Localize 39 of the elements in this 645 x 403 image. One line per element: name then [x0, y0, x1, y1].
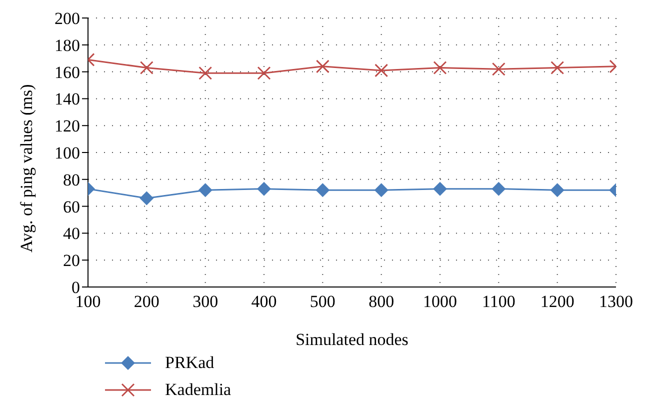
point — [374, 64, 388, 78]
x-tick-label: 1200 — [540, 292, 574, 312]
x-tick-label: 1000 — [423, 292, 457, 312]
y-tick-label: 20 — [63, 251, 80, 270]
x-tick-label: 300 — [192, 292, 218, 312]
point — [550, 61, 564, 75]
point — [492, 182, 506, 196]
point — [492, 62, 506, 76]
point — [316, 60, 330, 74]
x-axis-title: Simulated nodes — [296, 330, 408, 349]
legend-label: PRKad — [165, 352, 214, 372]
x-tick-label: 500 — [310, 292, 336, 312]
point — [374, 183, 388, 198]
y-tick-label: 100 — [54, 144, 80, 163]
point — [316, 183, 330, 198]
y-tick-label: 120 — [54, 116, 80, 136]
x-tick-label: 1100 — [482, 292, 516, 312]
y-axis-title: Avg. of ping values (ms) — [17, 84, 36, 252]
y-tick-label: 80 — [63, 170, 80, 190]
y-tick-label: 40 — [63, 224, 80, 244]
x-tick-label: 1300 — [599, 292, 633, 312]
y-tick-label: 140 — [54, 90, 80, 109]
y-tick-label: 180 — [54, 36, 80, 55]
point — [433, 182, 447, 196]
x-tick-label: 400 — [251, 292, 277, 312]
point — [257, 182, 271, 196]
point — [140, 61, 154, 75]
point — [198, 183, 212, 198]
point — [550, 183, 564, 198]
point — [433, 61, 447, 75]
y-tick-label: 200 — [54, 9, 80, 28]
x-tick-label: 200 — [134, 292, 160, 312]
y-tick-label: 160 — [54, 62, 80, 82]
legend-label: Kademlia — [165, 380, 232, 400]
point — [257, 66, 271, 80]
x-tick-label: 800 — [368, 292, 394, 312]
point — [140, 191, 154, 206]
point — [198, 66, 212, 80]
y-tick-label: 60 — [63, 197, 80, 216]
